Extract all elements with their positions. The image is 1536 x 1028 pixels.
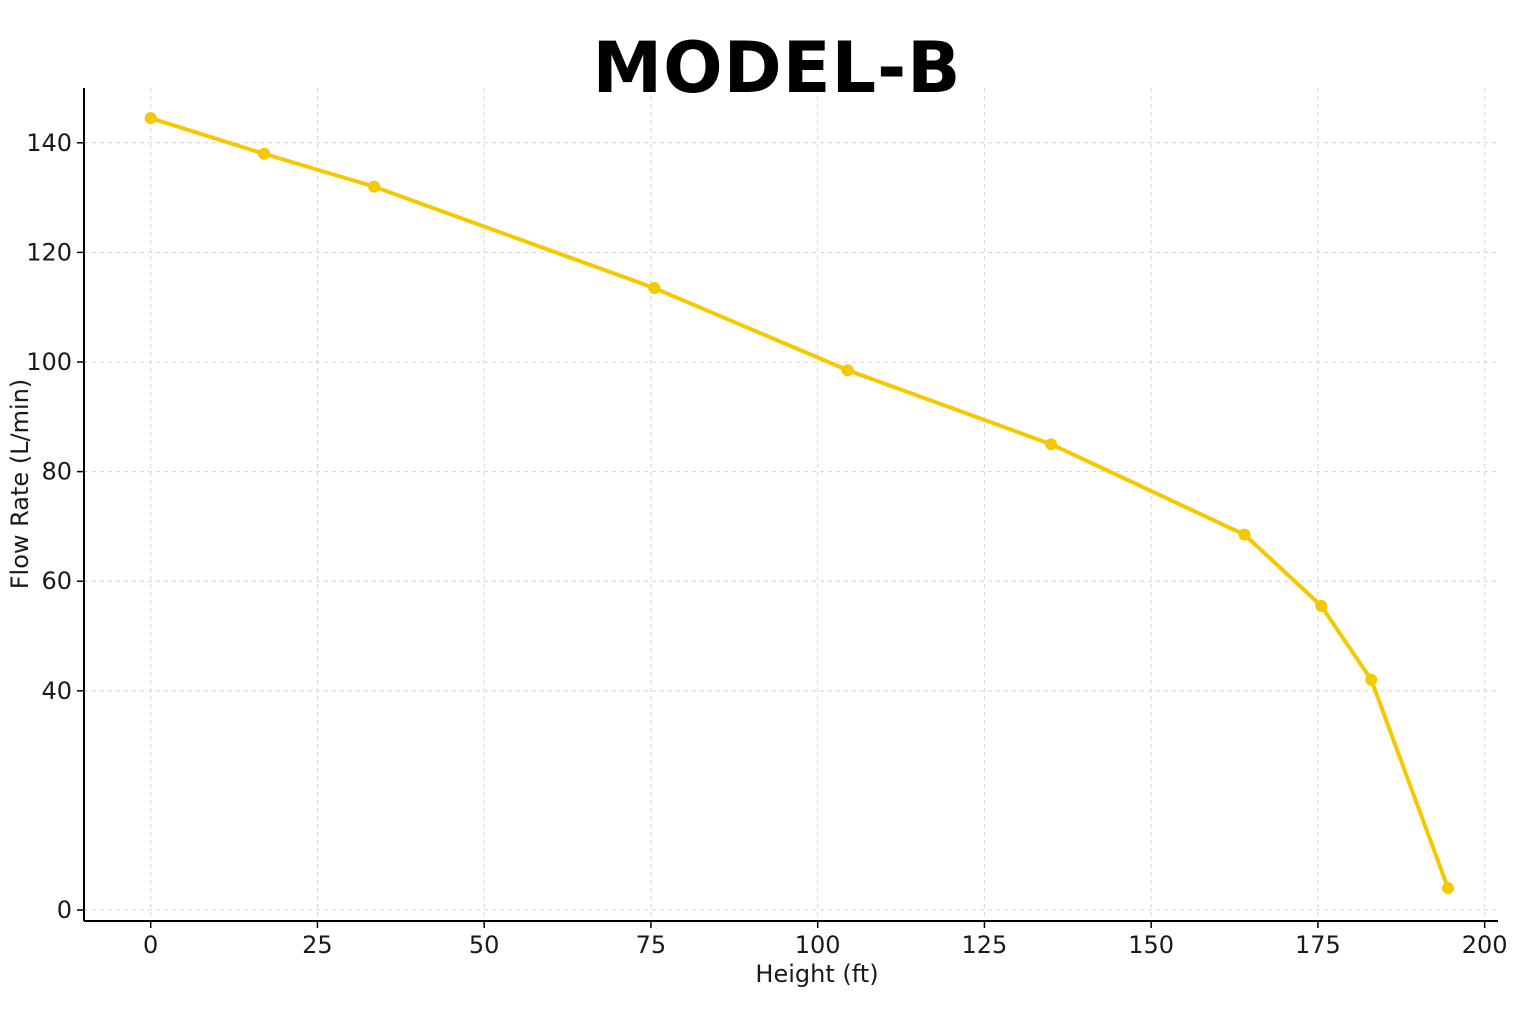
y-tick-label: 120 (26, 238, 72, 266)
y-tick-label: 100 (26, 348, 72, 376)
ticks: 0 25 50 75 100 125 150 175 200 0 40 60 80 100 120 140 (26, 129, 1507, 959)
data-point (1441, 882, 1454, 895)
x-tick-label: 175 (1295, 931, 1341, 959)
series (144, 112, 1454, 895)
data-point (258, 147, 271, 160)
y-tick-label: 140 (26, 129, 72, 157)
grid (84, 88, 1498, 921)
x-tick-label: 150 (1128, 931, 1174, 959)
data-point (841, 364, 854, 377)
x-tick-label: 0 (143, 931, 158, 959)
y-tick-label: 80 (41, 458, 72, 486)
data-point (1315, 599, 1328, 612)
y-tick-label: 40 (41, 677, 72, 705)
data-point (144, 112, 157, 125)
data-point (648, 282, 661, 295)
data-point (1045, 438, 1058, 451)
x-tick-label: 100 (795, 931, 841, 959)
x-tick-label: 200 (1462, 931, 1508, 959)
y-tick-label: 60 (41, 567, 72, 595)
axes (83, 88, 1498, 922)
chart-title: MODEL-B (592, 27, 961, 109)
data-point (1365, 673, 1378, 686)
y-axis-label: Flow Rate (L/min) (6, 379, 34, 590)
y-tick-label: 0 (57, 896, 72, 924)
x-tick-label: 125 (962, 931, 1008, 959)
data-point (1238, 528, 1251, 541)
x-tick-label: 75 (636, 931, 667, 959)
data-point (368, 180, 381, 193)
x-axis-label: Height (ft) (755, 960, 878, 988)
series-line (148, 116, 1450, 891)
x-tick-label: 25 (302, 931, 333, 959)
x-tick-label: 50 (469, 931, 500, 959)
